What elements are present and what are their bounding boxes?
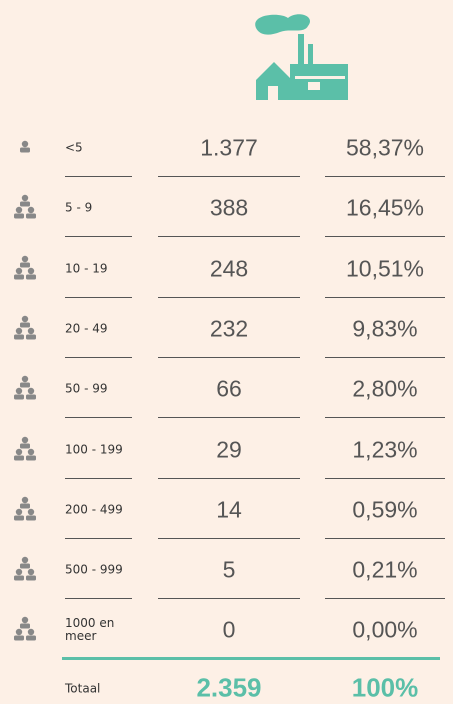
size-label: <5 bbox=[65, 140, 83, 155]
total-rule bbox=[62, 657, 440, 660]
total-label: Totaal bbox=[65, 681, 101, 696]
size-label: 100 - 199 bbox=[65, 442, 123, 456]
row-rule bbox=[325, 417, 445, 419]
row-rule bbox=[158, 477, 300, 479]
people-icon bbox=[14, 617, 36, 641]
count: 248 bbox=[209, 255, 249, 282]
row-rule bbox=[158, 356, 300, 358]
row-rule bbox=[158, 417, 300, 419]
count: 66 bbox=[216, 375, 242, 402]
row-rule bbox=[158, 537, 300, 539]
row-rule bbox=[65, 537, 132, 539]
size-label: 10 - 19 bbox=[65, 261, 108, 276]
share: 9,83% bbox=[352, 315, 418, 342]
row-rule bbox=[325, 598, 445, 600]
people-icon bbox=[20, 140, 30, 153]
people-icon bbox=[14, 496, 36, 521]
factory-icon bbox=[255, 14, 348, 100]
size-label: 500 - 999 bbox=[65, 562, 123, 577]
count: 1.377 bbox=[200, 134, 258, 161]
share: 58,37% bbox=[345, 134, 424, 161]
row-rule bbox=[158, 598, 300, 600]
count: 232 bbox=[209, 315, 249, 342]
size-label: 50 - 99 bbox=[65, 381, 108, 396]
row-rule bbox=[325, 477, 445, 479]
size-label: 20 - 49 bbox=[65, 321, 108, 336]
share: 0,21% bbox=[352, 556, 418, 583]
row-rule bbox=[325, 537, 445, 539]
share: 1,23% bbox=[352, 436, 418, 462]
share: 2,80% bbox=[352, 375, 418, 402]
row-rule bbox=[65, 296, 132, 298]
row-rule bbox=[65, 236, 132, 238]
size-label: 200 - 499 bbox=[65, 502, 123, 517]
row-rule bbox=[65, 598, 132, 600]
count: 14 bbox=[216, 496, 242, 523]
share: 10,51% bbox=[345, 255, 424, 282]
size-label: 5 - 9 bbox=[65, 200, 93, 215]
total-share: 100% bbox=[351, 672, 419, 703]
row-rule bbox=[65, 477, 132, 479]
people-icon bbox=[14, 315, 36, 340]
share: 0,00% bbox=[352, 616, 418, 643]
row-rule bbox=[65, 417, 132, 419]
people-icon bbox=[14, 436, 36, 460]
count: 388 bbox=[209, 194, 249, 221]
row-rule bbox=[158, 176, 300, 177]
row-rule bbox=[325, 176, 445, 177]
row-rule bbox=[65, 176, 132, 177]
share: 16,45% bbox=[345, 194, 424, 221]
row-rule bbox=[158, 236, 300, 238]
size-label: 1000 en meer bbox=[65, 616, 115, 644]
row-rule bbox=[325, 236, 445, 238]
people-icon bbox=[14, 195, 36, 219]
row-rule bbox=[65, 356, 132, 358]
people-icon bbox=[14, 556, 36, 581]
share: 0,59% bbox=[352, 496, 418, 523]
count: 0 bbox=[222, 616, 236, 643]
total-count: 2.359 bbox=[196, 672, 262, 703]
row-rule bbox=[158, 296, 300, 298]
count: 5 bbox=[222, 556, 236, 583]
people-icon bbox=[14, 375, 36, 400]
count: 29 bbox=[216, 436, 242, 462]
people-icon bbox=[14, 255, 36, 280]
row-rule bbox=[325, 296, 445, 298]
row-rule bbox=[325, 356, 445, 358]
